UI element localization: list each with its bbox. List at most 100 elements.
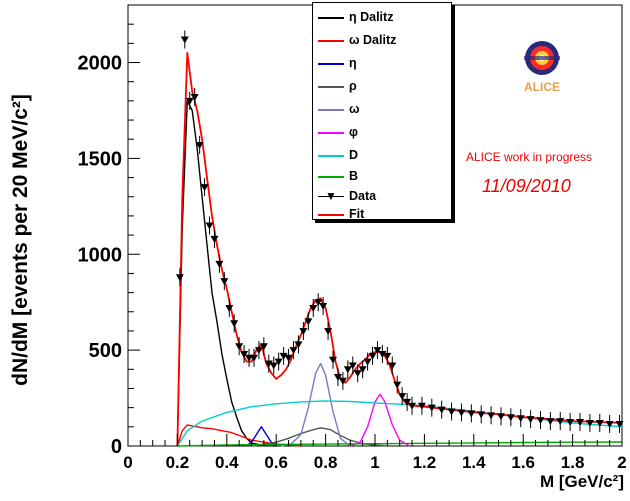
data-point (304, 318, 313, 326)
x-axis-title: M [GeV/c²] (539, 472, 624, 491)
data-point (373, 347, 382, 355)
series-line-4 (280, 362, 351, 447)
x-tick-label: 0.4 (215, 453, 239, 472)
legend-swatch (318, 40, 344, 42)
data-point (556, 418, 565, 426)
legend-entry-phi: φ (313, 122, 451, 144)
legend: η Dalitz ω Dalitz η ρ ω φ D B ▼ Data Fit (312, 2, 452, 221)
data-point (383, 352, 392, 360)
data-point (368, 352, 377, 360)
data-point (294, 341, 303, 349)
legend-swatch (318, 63, 344, 65)
data-point (279, 352, 288, 360)
alice-logo-text: ALICE (524, 80, 560, 94)
legend-swatch (318, 109, 344, 111)
data-point (388, 362, 397, 370)
x-tick-label: 1.2 (413, 453, 437, 472)
data-point (343, 366, 352, 374)
y-tick-label: 500 (89, 340, 122, 362)
data-point (417, 402, 426, 410)
legend-label: η Dalitz (349, 10, 394, 24)
legend-entry-rho: ρ (313, 76, 451, 98)
y-tick-label: 2000 (78, 53, 123, 75)
data-point (284, 354, 293, 362)
data-point (215, 260, 224, 268)
data-point (398, 393, 407, 401)
data-point (259, 343, 268, 351)
x-tick-label: 1.4 (462, 453, 486, 472)
data-point (254, 347, 263, 355)
legend-swatch (318, 214, 344, 216)
data-point (180, 36, 189, 44)
data-point (309, 304, 318, 312)
alice-logo: ALICE (512, 36, 572, 102)
data-point (408, 402, 417, 410)
data-point (225, 304, 234, 312)
x-tick-label: 1.6 (511, 453, 535, 472)
legend-entry-b: B (313, 166, 451, 188)
alice-logo-icon (524, 41, 560, 75)
data-point (175, 274, 184, 282)
data-point (240, 350, 249, 358)
data-point (190, 94, 199, 102)
data-point (210, 235, 219, 243)
legend-label: Fit (349, 207, 365, 221)
date-label: 11/09/2010 (482, 176, 571, 196)
triangle-down-icon: ▼ (325, 189, 337, 203)
y-axis-title-wrap: dN/dM [events per 20 MeV/c²] (2, 50, 40, 430)
legend-label: B (349, 169, 359, 183)
data-point (269, 362, 278, 370)
data-point (358, 366, 367, 374)
data-point (477, 411, 486, 419)
legend-entry-fit: Fit (313, 204, 451, 226)
data-point (516, 415, 525, 423)
data-point (526, 416, 535, 424)
y-tick-label: 1000 (78, 244, 123, 266)
data-point (220, 278, 229, 286)
data-point (324, 327, 333, 335)
data-point (299, 327, 308, 335)
legend-label: Data (349, 189, 377, 203)
data-point (235, 343, 244, 351)
data-point (274, 358, 283, 366)
data-point (338, 377, 347, 385)
data-point (205, 222, 214, 230)
data-point (595, 419, 604, 427)
data-point (437, 406, 446, 414)
data-point (487, 412, 496, 420)
data-point (195, 141, 204, 149)
data-point (249, 354, 258, 362)
data-point (585, 419, 594, 427)
legend-swatch (318, 196, 344, 197)
legend-entry-eta: η (313, 53, 451, 75)
legend-label: ω (349, 102, 360, 116)
legend-entry-d: D (313, 145, 451, 167)
work-in-progress-label: ALICE work in progress (466, 150, 593, 164)
y-tick-label: 0 (111, 436, 122, 458)
legend-entry-eta-dalitz: η Dalitz (313, 7, 451, 29)
legend-label: φ (349, 125, 358, 139)
x-tick-label: 0.8 (314, 453, 338, 472)
legend-label: η (349, 56, 357, 70)
legend-label: D (349, 148, 359, 162)
data-point (496, 413, 505, 421)
data-point (353, 370, 362, 378)
data-point (427, 404, 436, 412)
legend-label: ρ (349, 79, 357, 93)
data-point (348, 362, 357, 370)
legend-entry-omega-dalitz: ω Dalitz (313, 30, 451, 52)
x-tick-label: 2 (617, 453, 626, 472)
data-point (378, 350, 387, 358)
data-point (185, 97, 194, 105)
data-point (289, 347, 298, 355)
y-axis-title: dN/dM [events per 20 MeV/c²] (9, 94, 32, 386)
data-point (264, 360, 273, 368)
x-tick-label: 1.8 (561, 453, 585, 472)
legend-swatch (318, 86, 344, 88)
x-tick-label: 1 (370, 453, 379, 472)
legend-entry-data: ▼ Data (313, 186, 451, 208)
data-point (393, 381, 402, 389)
series-line-5 (350, 393, 410, 447)
y-tick-label: 1500 (78, 148, 123, 170)
